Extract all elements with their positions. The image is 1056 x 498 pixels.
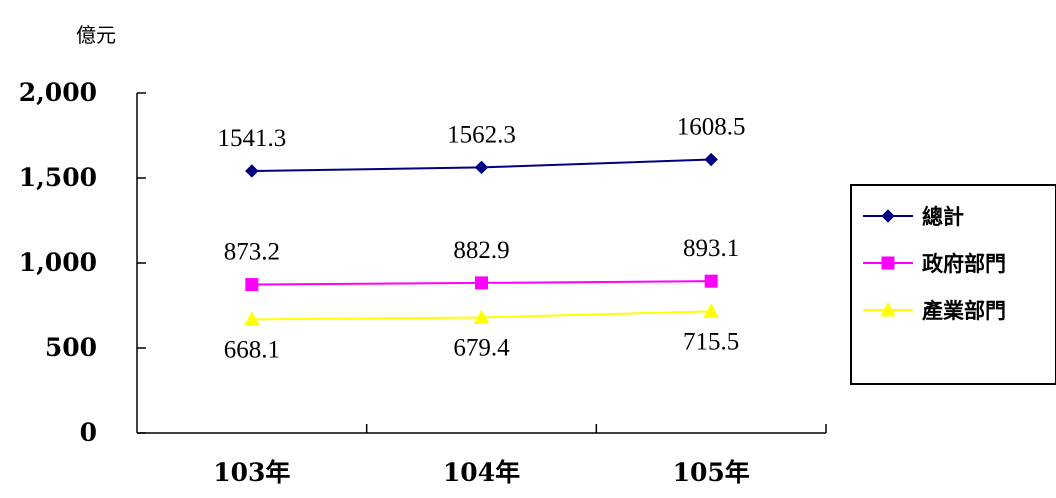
data-point — [703, 303, 720, 318]
series-3 — [243, 303, 720, 326]
data-point — [245, 164, 259, 178]
data-label: 882.9 — [453, 237, 509, 264]
x-tick-label: 104年 — [443, 458, 520, 487]
x-tick-label: 105年 — [673, 458, 750, 487]
legend-marker — [880, 301, 896, 317]
series-1 — [245, 152, 718, 178]
data-point — [475, 276, 488, 290]
data-label: 873.2 — [224, 239, 280, 266]
y-tick-label: 0 — [80, 418, 97, 447]
legend-item-3: 產業部門 — [863, 298, 1006, 323]
legend-label: 產業部門 — [922, 298, 1006, 323]
axes — [136, 92, 827, 434]
y-tick-labels: 0 500 1,000 1,500 2,000 — [19, 78, 97, 447]
x-tick-label: 103年 — [213, 458, 290, 487]
data-label: 679.4 — [453, 335, 510, 362]
legend-item-1: 總計 — [863, 204, 964, 229]
data-label: 668.1 — [224, 336, 280, 363]
legend-marker — [881, 256, 895, 270]
y-axis-unit-label: 億元 — [76, 23, 116, 47]
data-label: 715.5 — [683, 328, 739, 355]
data-point — [473, 309, 490, 325]
data-point — [704, 152, 718, 167]
legend-label: 總計 — [922, 204, 964, 229]
legend-label: 政府部門 — [922, 251, 1006, 276]
data-point — [704, 274, 718, 288]
y-tick-label: 500 — [45, 333, 97, 362]
series-2 — [245, 274, 718, 292]
y-tick-label: 2,000 — [19, 78, 97, 107]
data-point — [245, 278, 259, 292]
data-label: 893.1 — [683, 235, 739, 262]
x-tick-labels: 103年 104年 105年 — [213, 458, 750, 487]
y-tick-label: 1,500 — [19, 163, 97, 192]
data-label: 1562.3 — [447, 121, 516, 148]
y-tick-label: 1,000 — [19, 248, 97, 277]
legend-marker — [881, 209, 895, 223]
series-layer — [243, 152, 720, 326]
data-labels: 1541.3 1562.3 1608.5 873.2 882.9 893.1 668.1 67… — [217, 114, 745, 364]
data-point — [243, 311, 260, 326]
legend-item-2: 政府部門 — [863, 251, 1006, 276]
data-label: 1608.5 — [677, 114, 746, 141]
data-label: 1541.3 — [217, 125, 286, 152]
data-point — [474, 160, 489, 175]
